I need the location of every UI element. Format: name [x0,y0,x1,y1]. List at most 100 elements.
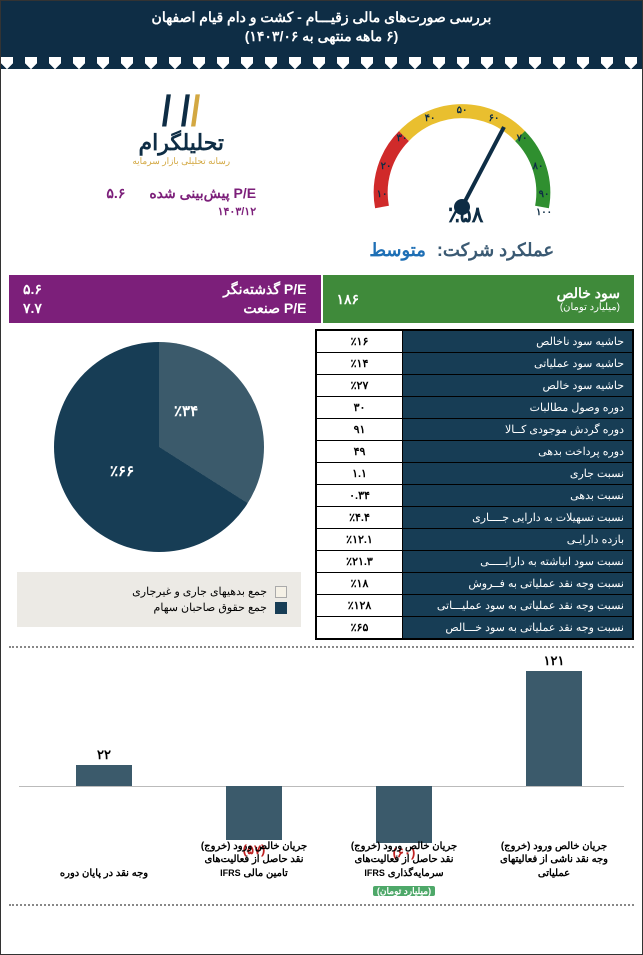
ratio-label: دوره پرداخت بدهی [403,441,632,462]
ratio-label: نسبت تسهیلات به دارایی جــــاری [403,507,632,528]
ratio-label: نسبت وجه نقد عملیاتی به سود خـــالص [403,617,632,638]
legend-a: جمع بدهیهای جاری و غیرجاری [132,585,267,598]
ratio-row: حاشیه سود عملیاتی٪۱۴ [317,353,632,375]
ratio-label: حاشیه سود خالص [403,375,632,396]
svg-text:۷۰: ۷۰ [515,133,527,144]
gauge-panel: ۱۰۲۰ ۳۰۴۰ ۵۰۶۰ ۷۰۸۰ ۹۰۱۰۰ ٪۵۸ عملکرد شرک… [322,89,603,261]
ratio-value: ٪۴.۴ [317,507,403,528]
cashflow-bar-inv [376,786,432,843]
svg-text:۲۰: ۲۰ [380,161,391,172]
ratio-value: ٪۱۸ [317,573,403,594]
ratio-label: نسبت بدهی [403,485,632,506]
ratio-row: نسبت وجه نقد عملیاتی به سود عملیـــاتی٪۱… [317,595,632,617]
cashflow-chart: ۱۲۱(۶۰)(۵۷)۲۲ جریان خالص ورود (خروج) وجه… [9,646,634,906]
pe-ind-value: ۷.۷ [23,300,42,317]
header-line1: بررسی صورت‌های مالی زقیـــام - کشت و دام… [5,9,638,26]
ratio-label: بازده دارایـی [403,529,632,550]
ratio-value: ٪۱۴ [317,353,403,374]
svg-text:۹۰: ۹۰ [538,189,549,200]
ratio-label: نسبت سود انباشته به دارایـــــی [403,551,632,572]
ratio-row: نسبت بدهی۰.۳۴ [317,485,632,507]
cashflow-value-ops: ۱۲۱ [524,653,584,669]
svg-text:۳۰: ۳۰ [396,133,407,144]
top-section: ۱۰۲۰ ۳۰۴۰ ۵۰۶۰ ۷۰۸۰ ۹۰۱۰۰ ٪۵۸ عملکرد شرک… [1,69,642,271]
ratio-label: نسبت وجه نقد عملیاتی به سود عملیـــاتی [403,595,632,616]
cashflow-xlabel-fin: جریان خالص ورود (خروج) نقد حاصل از فعالی… [194,840,314,881]
cashflow-bar-fin [226,786,282,840]
ratios-table: حاشیه سود ناخالص٪۱۶حاشیه سود عملیاتی٪۱۴ح… [315,329,634,640]
ratio-label: حاشیه سود عملیاتی [403,353,632,374]
report-header: بررسی صورت‌های مالی زقیـــام - کشت و دام… [1,1,642,57]
ratio-value: ۳۰ [317,397,403,418]
pie-chart: ٪۳۴ ٪۶۶ [54,342,264,552]
cashflow-bar-end [76,765,132,786]
logo-sub: رسانه تحلیلی بازار سرمایه [41,156,322,167]
performance-line: عملکرد شرکت: متوسط [322,240,603,261]
pe-fwd-date: ۱۴۰۳/۱۲ [218,206,257,218]
ratio-value: ٪۱۶ [317,331,403,352]
svg-text:۵۰: ۵۰ [456,105,467,116]
ratio-row: نسبت وجه نقد عملیاتی به سود خـــالص٪۶۵ [317,617,632,638]
pe-ind-label: P/E صنعت [243,300,306,317]
ratio-label: دوره گردش موجودی کــالا [403,419,632,440]
ratio-value: ٪۲۷ [317,375,403,396]
profit-sub: (میلیارد تومان) [557,302,620,313]
logo-panel: || | تحلیلگرام رسانه تحلیلی بازار سرمایه… [41,89,322,261]
profit-cell: سود خالص (میلیارد تومان) ۱۸۶ [323,275,635,323]
cashflow-value-end: ۲۲ [74,747,134,763]
pie-panel: ٪۳۴ ٪۶۶ جمع بدهیهای جاری و غیرجاری جمع ح… [9,329,309,640]
pe-cell: P/E گذشته‌نگر ۵.۶ P/E صنعت ۷.۷ [9,275,321,323]
ratio-row: بازده دارایـی٪۱۲.۱ [317,529,632,551]
svg-text:۸۰: ۸۰ [531,161,543,172]
header-line2: (۶ ماهه منتهی به ۱۴۰۳/۰۶) [5,28,638,45]
ratio-value: ٪۱۲۸ [317,595,403,616]
cashflow-xlabel-ops: جریان خالص ورود (خروج) وجه نقد ناشی از ف… [494,840,614,881]
cashflow-bars: ۱۲۱(۶۰)(۵۷)۲۲ [9,656,634,834]
mid-section: حاشیه سود ناخالص٪۱۶حاشیه سود عملیاتی٪۱۴ح… [9,329,634,640]
ratio-row: نسبت جاری۱.۱ [317,463,632,485]
svg-text:۴۰: ۴۰ [424,113,435,124]
ratio-value: ۹۱ [317,419,403,440]
ratio-value: ۰.۳۴ [317,485,403,506]
pie-legend: جمع بدهیهای جاری و غیرجاری جمع حقوق صاحب… [17,572,301,627]
pie-label-b: ٪۶۶ [110,462,134,480]
ratio-row: حاشیه سود ناخالص٪۱۶ [317,331,632,353]
ratio-row: نسبت سود انباشته به دارایـــــی٪۲۱.۳ [317,551,632,573]
ratio-row: دوره وصول مطالبات۳۰ [317,397,632,419]
ratio-label: دوره وصول مطالبات [403,397,632,418]
pe-ttm-value: ۵.۶ [23,281,42,298]
ratio-row: دوره گردش موجودی کــالا۹۱ [317,419,632,441]
ratio-row: نسبت وجه نقد عملیاتی به فــروش٪۱۸ [317,573,632,595]
ratio-value: ٪۲۱.۳ [317,551,403,572]
legend-b: جمع حقوق صاحبان سهام [154,601,267,614]
profit-pe-row: سود خالص (میلیارد تومان) ۱۸۶ P/E گذشته‌ن… [9,275,634,323]
pe-fwd-value: ۵.۶ [106,185,125,202]
gauge-value: ٪۵۸ [326,202,607,228]
ratio-row: نسبت تسهیلات به دارایی جــــاری٪۴.۴ [317,507,632,529]
ratio-value: ٪۶۵ [317,617,403,638]
svg-text:۱۰: ۱۰ [376,189,387,200]
cashflow-unit: (میلیارد تومان) [344,885,464,899]
performance-label: عملکرد شرکت: [437,240,554,260]
ratio-value: ۴۹ [317,441,403,462]
cashflow-bar-ops [526,671,582,786]
svg-text:۶۰: ۶۰ [488,113,499,124]
ratio-value: ۱.۱ [317,463,403,484]
performance-value: متوسط [369,240,426,260]
ratio-label: حاشیه سود ناخالص [403,331,632,352]
ratio-label: نسبت وجه نقد عملیاتی به فــروش [403,573,632,594]
ratio-value: ٪۱۲.۱ [317,529,403,550]
pe-fwd-label: P/E پیش‌بینی شده [149,185,256,201]
logo-icon: || | [41,89,322,128]
profit-value: ۱۸۶ [337,291,360,308]
pie-label-a: ٪۳۴ [174,402,198,420]
logo-name: تحلیلگرام [41,130,322,156]
cashflow-xlabel-inv: جریان خالص ورود (خروج) نقد حاصل از فعالی… [344,840,464,881]
ratio-label: نسبت جاری [403,463,632,484]
profit-label: سود خالص [557,285,620,301]
cashflow-xlabel-end: وجه نقد در پایان دوره [44,867,164,881]
ratio-row: دوره پرداخت بدهی۴۹ [317,441,632,463]
ratio-row: حاشیه سود خالص٪۲۷ [317,375,632,397]
pe-ttm-label: P/E گذشته‌نگر [223,281,306,298]
pe-forward: P/E پیش‌بینی شده ۱۴۰۳/۱۲ ۵.۶ [41,185,322,218]
